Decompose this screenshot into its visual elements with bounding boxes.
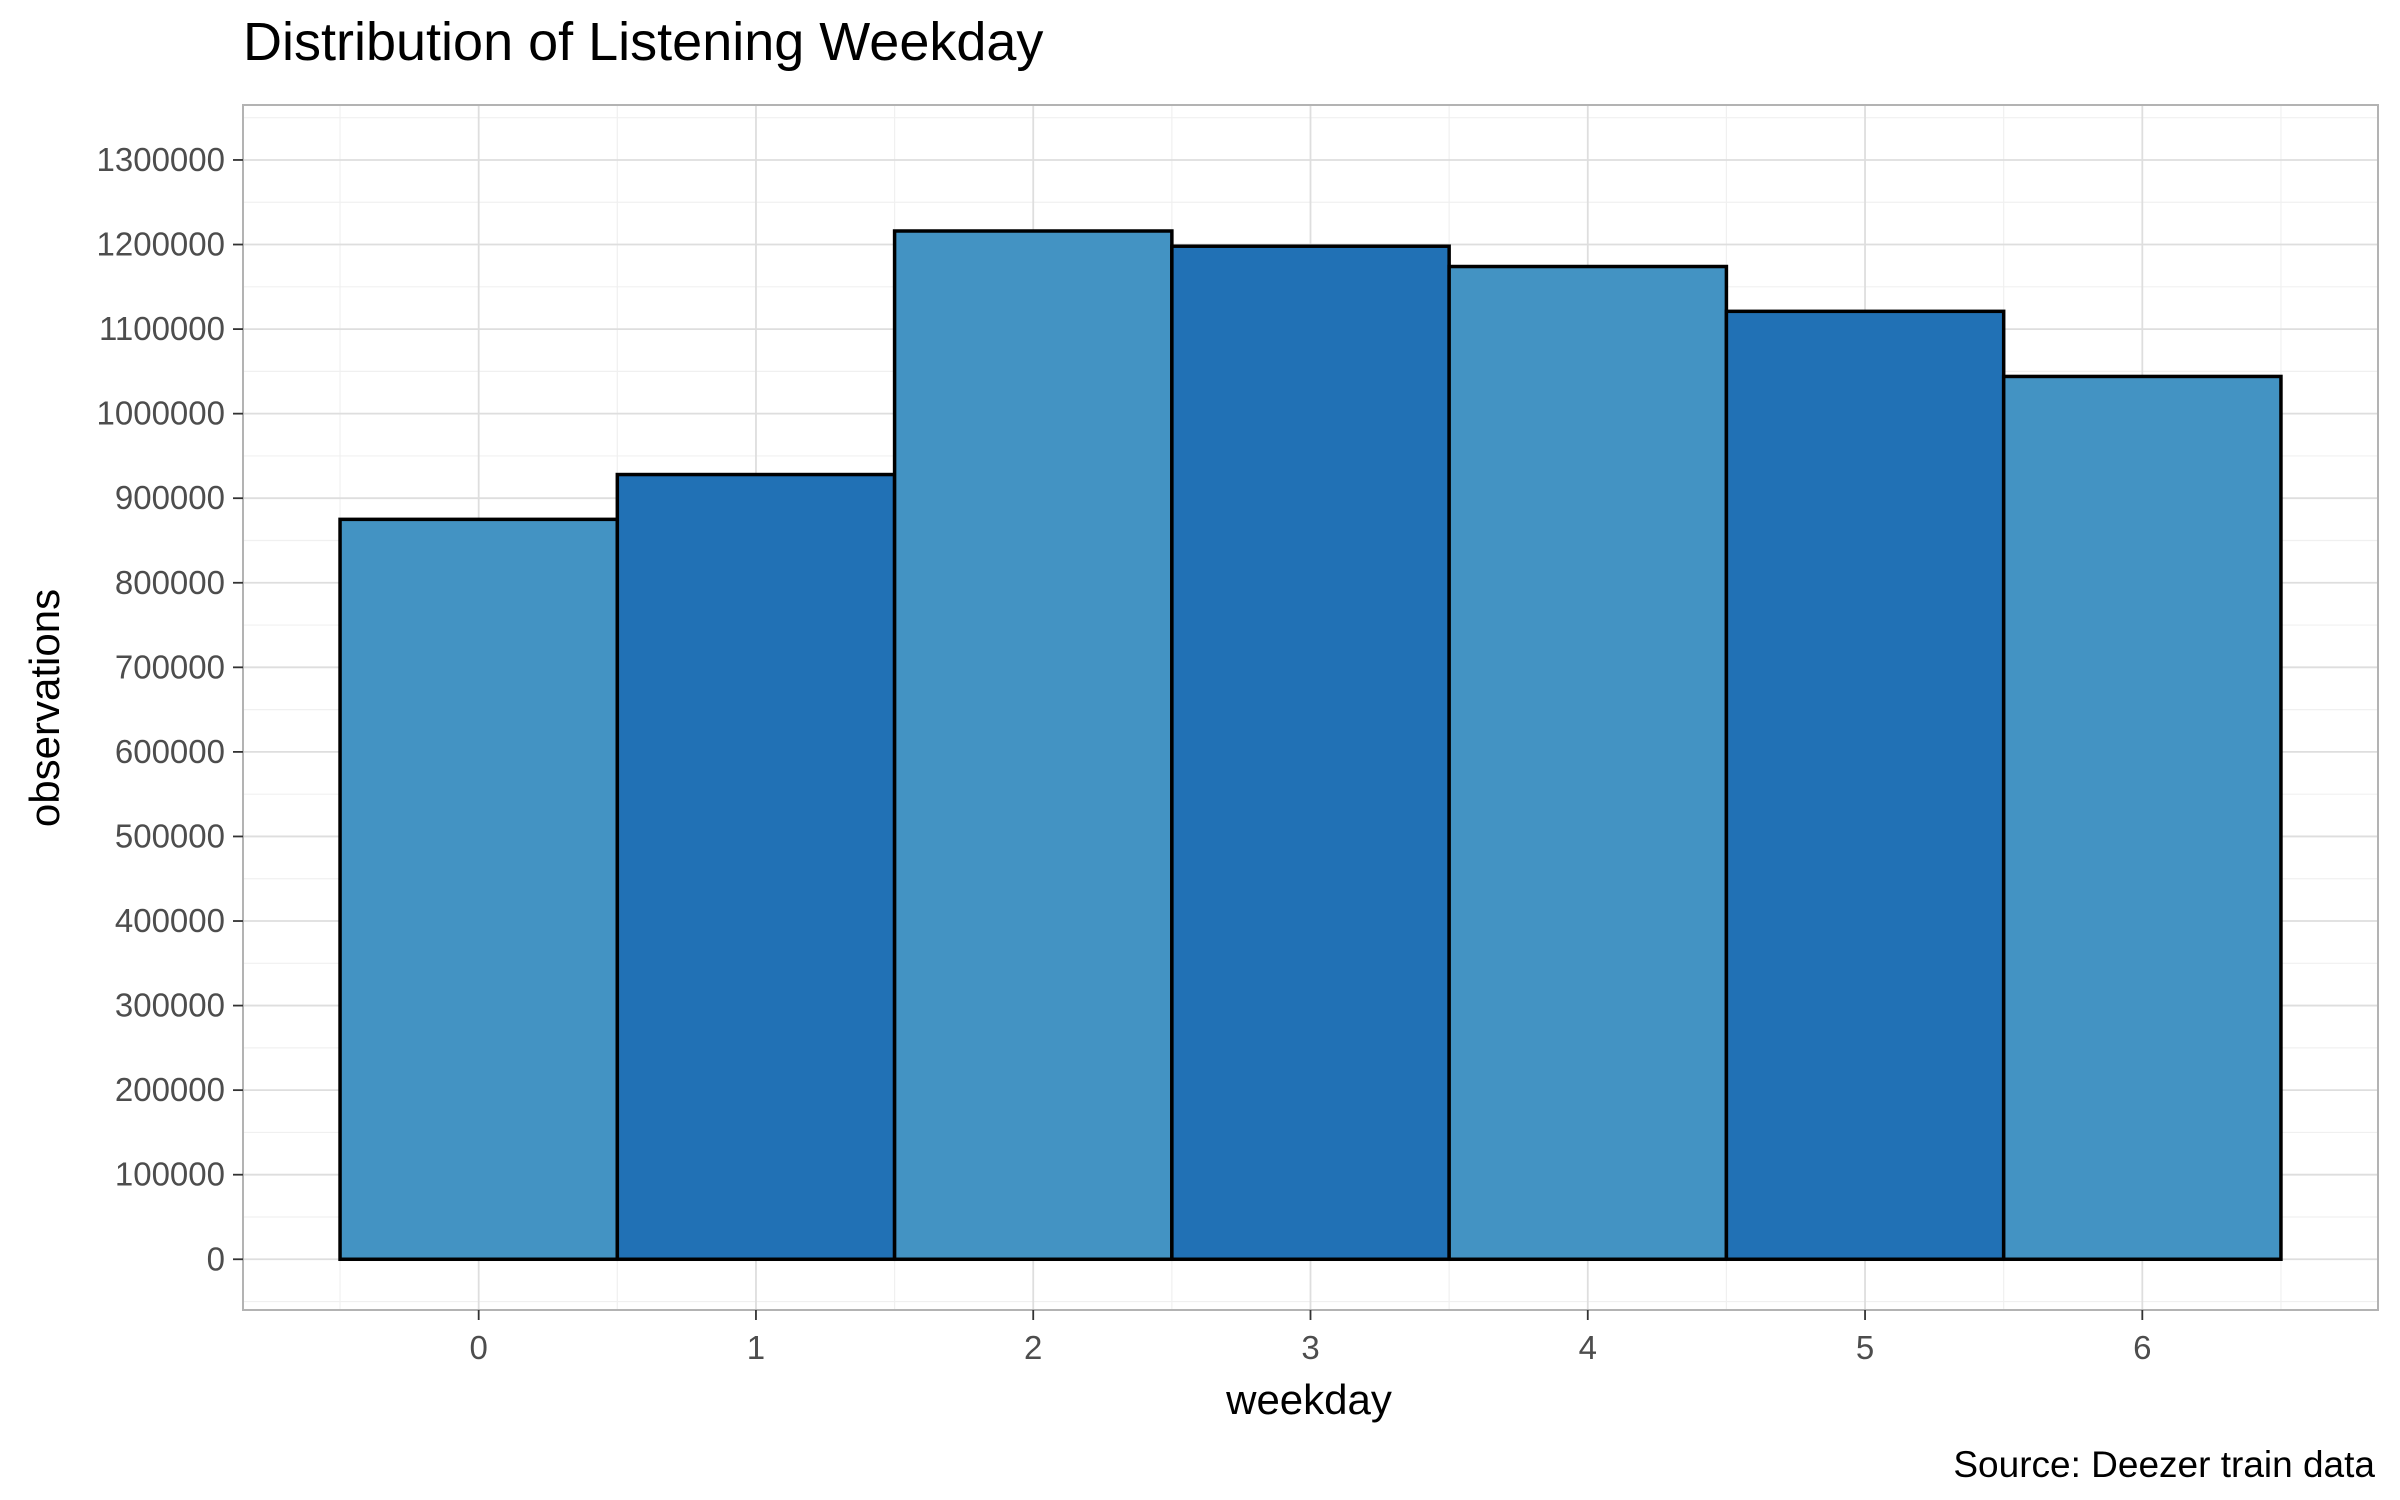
bar-weekday-2	[892, 229, 1174, 1262]
x-axis-label: weekday	[1225, 1376, 1392, 1423]
x-tick-label: 1	[747, 1329, 765, 1366]
x-tick-label: 5	[1856, 1329, 1874, 1366]
bars	[338, 229, 2283, 1262]
y-tick-label: 100000	[115, 1156, 225, 1193]
y-tick-label: 1200000	[97, 226, 225, 263]
y-tick-label: 300000	[115, 987, 225, 1024]
y-tick-label: 1100000	[99, 310, 225, 347]
bar-weekday-4	[1447, 264, 1729, 1262]
y-tick-label: 400000	[115, 902, 225, 939]
chart-caption: Source: Deezer train data	[1953, 1444, 2375, 1485]
bar-weekday-0	[338, 517, 620, 1262]
y-tick-label: 1300000	[97, 141, 225, 178]
y-tick-label: 600000	[115, 733, 225, 770]
y-tick-label: 800000	[115, 564, 225, 601]
chart-title: Distribution of Listening Weekday	[243, 12, 1043, 72]
y-axis-ticks: 0 100000 200000 300000 400000 500000 600000 700…	[97, 141, 243, 1277]
x-tick-label: 6	[2133, 1329, 2151, 1366]
x-tick-label: 3	[1301, 1329, 1319, 1366]
y-tick-label: 500000	[115, 817, 225, 854]
bar-weekday-5	[1724, 309, 2006, 1262]
y-tick-label: 700000	[115, 648, 225, 685]
y-tick-label: 200000	[115, 1071, 225, 1108]
y-tick-label: 0	[207, 1240, 225, 1277]
x-tick-label: 0	[470, 1329, 488, 1366]
bar-weekday-6	[2001, 374, 2283, 1262]
y-axis-label: observations	[21, 589, 68, 827]
bar-weekday-1	[615, 472, 897, 1262]
x-tick-label: 4	[1579, 1329, 1597, 1366]
y-tick-label: 900000	[115, 479, 225, 516]
x-tick-label: 2	[1024, 1329, 1042, 1366]
bar-weekday-3	[1170, 244, 1451, 1262]
x-axis-ticks: 0 1 2 3 4 5 6	[470, 1310, 2151, 1366]
y-tick-label: 1000000	[97, 395, 225, 432]
